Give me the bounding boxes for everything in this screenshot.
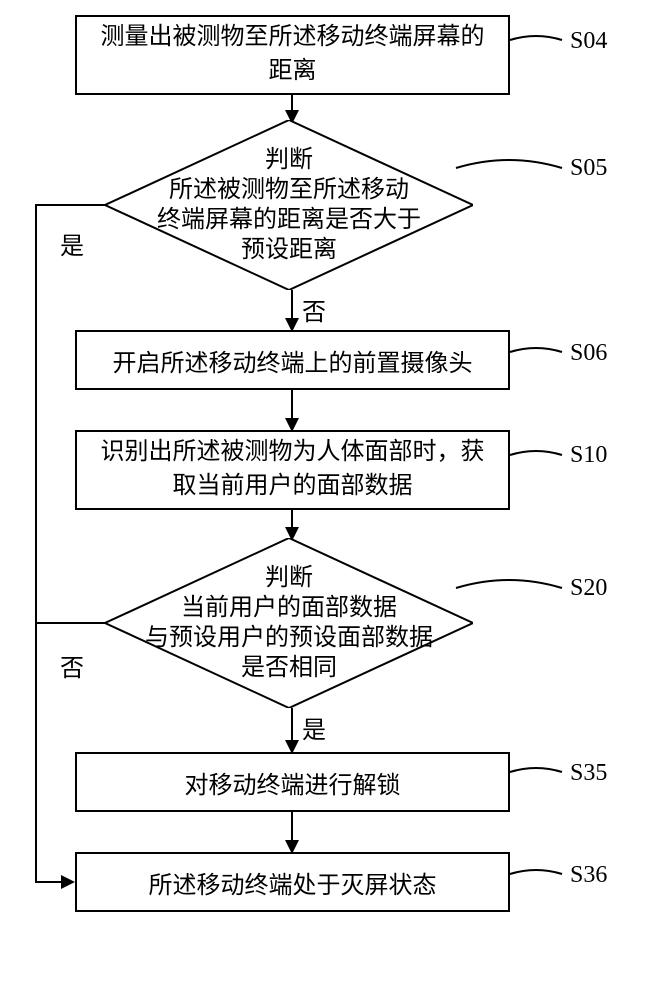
edge-label-yes1: 是 bbox=[60, 226, 84, 261]
arrow-yes1-h2 bbox=[35, 881, 63, 883]
label-s10: S10 bbox=[570, 442, 607, 469]
node-s05-line2: 所述被测物至所述移动 bbox=[169, 175, 409, 205]
label-s04: S04 bbox=[570, 28, 607, 55]
arrow-yes1-h1 bbox=[35, 204, 105, 206]
node-s36: 所述移动终端处于灭屏状态 bbox=[75, 852, 510, 912]
node-s06: 开启所述移动终端上的前置摄像头 bbox=[75, 330, 510, 390]
arrow-s05-s06-line bbox=[291, 290, 293, 320]
label-s06: S06 bbox=[570, 340, 607, 367]
label-s35: S35 bbox=[570, 760, 607, 787]
node-s04-line2: 距离 bbox=[269, 55, 317, 89]
node-s20: 判断 当前用户的面部数据 与预设用户的预设面部数据 是否相同 bbox=[105, 538, 473, 708]
arrow-no2-h1 bbox=[35, 622, 105, 624]
arrow-s20-s35-line bbox=[291, 708, 293, 742]
node-s20-line1: 判断 bbox=[265, 563, 313, 593]
node-s05-line3: 终端屏幕的距离是否大于 bbox=[157, 205, 421, 235]
node-s10: 识别出所述被测物为人体面部时，获 取当前用户的面部数据 bbox=[75, 430, 510, 510]
node-s06-line1: 开启所述移动终端上的前置摄像头 bbox=[113, 343, 473, 378]
node-s05-line4: 预设距离 bbox=[241, 235, 337, 265]
node-s05: 判断 所述被测物至所述移动 终端屏幕的距离是否大于 预设距离 bbox=[105, 120, 473, 290]
edge-label-no2: 否 bbox=[60, 648, 84, 683]
node-s10-line2: 取当前用户的面部数据 bbox=[173, 470, 413, 504]
node-s35: 对移动终端进行解锁 bbox=[75, 752, 510, 812]
arrow-s06-s10-line bbox=[291, 390, 293, 420]
node-s20-line2: 当前用户的面部数据 bbox=[181, 593, 397, 623]
edge-label-yes2: 是 bbox=[302, 710, 326, 745]
node-s05-line1: 判断 bbox=[265, 145, 313, 175]
label-s20: S20 bbox=[570, 575, 607, 602]
node-s04: 测量出被测物至所述移动终端屏幕的 距离 bbox=[75, 15, 510, 95]
node-s36-line1: 所述移动终端处于灭屏状态 bbox=[149, 865, 437, 900]
edge-label-no1: 否 bbox=[302, 292, 326, 327]
node-s20-line3: 与预设用户的预设面部数据 bbox=[145, 623, 433, 653]
arrow-s35-s36-line bbox=[291, 812, 293, 842]
node-s20-line4: 是否相同 bbox=[241, 653, 337, 683]
arrow-yes1-v bbox=[35, 204, 37, 882]
label-s36: S36 bbox=[570, 862, 607, 889]
arrow-yes1-head bbox=[61, 875, 75, 889]
node-s04-line1: 测量出被测物至所述移动终端屏幕的 bbox=[101, 21, 485, 55]
label-s05: S05 bbox=[570, 155, 607, 182]
node-s10-line1: 识别出所述被测物为人体面部时，获 bbox=[101, 436, 485, 470]
node-s35-line1: 对移动终端进行解锁 bbox=[185, 765, 401, 800]
